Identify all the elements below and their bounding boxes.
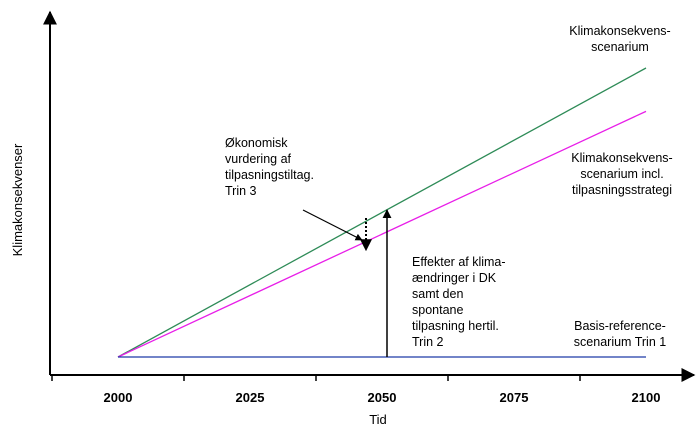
series-label-line: scenarium incl.	[580, 167, 663, 181]
series-label: Klimakonsekvens-scenarium incl. tilpasnin…	[571, 151, 672, 197]
annotation-trin-3-leader	[302, 209, 363, 241]
annotation-line: Trin 2	[412, 335, 444, 349]
series-label-line: tilpasningsstrategi	[572, 183, 672, 197]
annotation-line: tilpasning hertil.	[412, 319, 499, 333]
annotation-line: Effekter af klima-	[412, 255, 506, 269]
annotation-line: spontane	[412, 303, 463, 317]
series-line-tilpasningsstrategi	[117, 110, 647, 358]
annotation-trin-2: Effekter af klima-ændringer i DK samt den…	[382, 209, 506, 357]
annotation-trin-3: Økonomisk vurdering af tilpasningstiltag. T…	[225, 136, 372, 252]
annotation-line: vurdering af	[225, 152, 292, 166]
annotation-line: samt den	[412, 287, 463, 301]
x-ticks: 2000 2025 2050 2075 2100	[51, 375, 661, 405]
series-label-line: Klimakonsekvens-	[569, 24, 670, 38]
series-label-line: Klimakonsekvens-	[571, 151, 672, 165]
x-axis-title: Tid	[369, 412, 387, 427]
series-line-klimakonsekvensscenarium	[117, 67, 647, 358]
y-axis-title: Klimakonsekvenser	[10, 143, 25, 256]
x-tick-label: 2100	[632, 390, 661, 405]
annotation-line: ændringer i DK	[412, 271, 497, 285]
series-label-line: Basis-reference-	[574, 319, 666, 333]
series-label: Basis-reference-scenarium Trin 1	[574, 319, 666, 349]
series-label-line: scenarium Trin 1	[574, 335, 666, 349]
annotation-line: Økonomisk	[225, 136, 288, 150]
x-tick-label: 2025	[236, 390, 265, 405]
series-label-line: scenarium	[591, 40, 649, 54]
annotation-line: Trin 3	[225, 184, 257, 198]
series-lines	[117, 67, 647, 358]
x-tick-label: 2000	[104, 390, 133, 405]
x-tick-label: 2075	[500, 390, 529, 405]
series-label: Klimakonsekvens-scenarium	[569, 24, 670, 54]
annotation-trin-2-text: Effekter af klima-ændringer i DK samt den…	[412, 255, 506, 349]
annotation-line: tilpasningstiltag.	[225, 168, 314, 182]
series-labels: Klimakonsekvens-scenariumKlimakonsekvens…	[569, 24, 672, 349]
x-tick-label: 2050	[368, 390, 397, 405]
annotation-trin-3-text: Økonomisk vurdering af tilpasningstiltag. T…	[225, 136, 314, 198]
